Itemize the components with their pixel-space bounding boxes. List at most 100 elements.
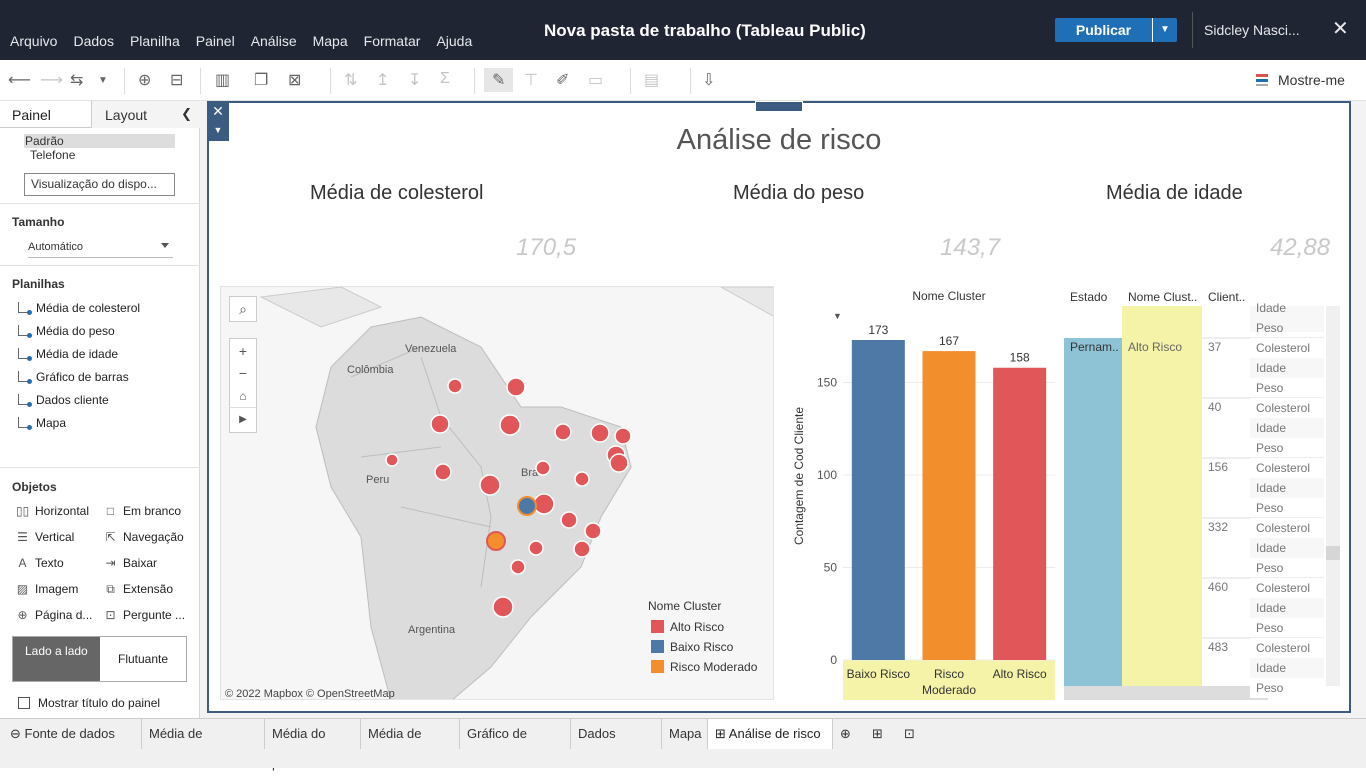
device-default[interactable]: Padrão <box>24 134 175 148</box>
map-marker[interactable] <box>554 423 572 441</box>
new-worksheet-icon[interactable]: ⊕ <box>840 726 851 741</box>
duplicate-sheet-icon[interactable]: ❐ <box>254 72 269 89</box>
new-sheet-icon[interactable]: ▥ <box>215 72 231 89</box>
object-download[interactable]: ⇥ Baixar <box>104 556 157 570</box>
tab-data-source[interactable]: ⊖ Fonte de dados <box>0 719 142 749</box>
zoom-in-icon[interactable]: + <box>229 338 257 361</box>
bar-chart[interactable]: Nome Cluster ▼ Contagem de Cod Cliente 0… <box>775 286 1055 700</box>
menu-analise[interactable]: Análise <box>250 33 297 49</box>
menu-dados[interactable]: Dados <box>73 33 114 49</box>
dashboard-controls[interactable]: ✕ ▼ <box>207 101 229 141</box>
object-navigation[interactable]: ⇱ Navegação <box>104 530 183 544</box>
map-marker[interactable] <box>447 378 463 394</box>
map-marker[interactable] <box>574 471 590 487</box>
tiled-button[interactable]: Lado a lado <box>13 637 101 681</box>
menu-formatar[interactable]: Formatar <box>363 33 421 49</box>
map-marker[interactable] <box>499 414 521 436</box>
map-marker[interactable] <box>510 559 526 575</box>
object-web-page[interactable]: ⊕ Página d... <box>16 608 92 622</box>
scroll-thumb[interactable] <box>1326 546 1340 560</box>
user-name[interactable]: Sidcley Nasci... <box>1204 22 1300 38</box>
object-horizontal[interactable]: ▯▯ Horizontal <box>16 504 89 518</box>
menu-planilha[interactable]: Planilha <box>129 33 180 49</box>
new-story-icon[interactable]: ⊡ <box>904 726 915 741</box>
tab-painel[interactable]: Painel <box>12 107 51 123</box>
sheet-item[interactable]: Média de idade <box>18 347 118 361</box>
floating-button[interactable]: Flutuante <box>118 652 169 666</box>
chevron-down-icon[interactable]: ▼ <box>1152 18 1177 42</box>
menu-ajuda[interactable]: Ajuda <box>436 33 473 49</box>
menu-arquivo[interactable]: Arquivo <box>10 33 58 49</box>
sort-icon[interactable]: ▼ <box>833 311 842 321</box>
close-icon[interactable]: ✕ <box>1332 18 1349 40</box>
menu-painel[interactable]: Painel <box>195 33 235 49</box>
client-data-table[interactable]: Estado Nome Clust.. Client.. Pernam.. Al… <box>1062 286 1340 700</box>
map-marker[interactable] <box>590 423 610 443</box>
map-marker[interactable] <box>492 596 514 618</box>
map-marker[interactable] <box>506 377 526 397</box>
zoom-out-icon[interactable]: − <box>229 361 257 384</box>
pause-updates-icon[interactable]: ⊟ <box>170 72 184 89</box>
sheet-item[interactable]: Média do peso <box>18 324 115 338</box>
play-icon[interactable]: ▶ <box>229 407 257 433</box>
object-blank[interactable]: □ Em branco <box>104 504 181 518</box>
bar[interactable] <box>922 351 976 660</box>
object-image[interactable]: ▨ Imagem <box>16 582 79 596</box>
publish-button[interactable]: Publicar ▼ <box>1055 18 1177 42</box>
new-datasource-icon[interactable]: ⊕ <box>138 72 152 89</box>
show-title-checkbox[interactable]: Mostrar título do painel <box>18 696 160 710</box>
checkbox-icon[interactable] <box>18 697 30 709</box>
map-marker[interactable] <box>434 463 452 481</box>
sheet-item[interactable]: Dados cliente <box>18 393 109 407</box>
sheet-tab[interactable]: Mapa <box>662 719 708 749</box>
map-marker[interactable] <box>430 414 450 434</box>
horizontal-scrollbar[interactable] <box>1064 686 1268 700</box>
map-marker[interactable] <box>609 453 629 473</box>
sheet-tab[interactable]: Dados cliente <box>571 719 662 771</box>
menu-mapa[interactable]: Mapa <box>312 33 348 49</box>
swap-icon[interactable]: ⇆ <box>70 72 84 89</box>
new-dashboard-icon[interactable]: ⊞ <box>872 726 883 741</box>
object-vertical[interactable]: ☰ Vertical <box>16 530 74 544</box>
map-marker[interactable] <box>560 511 578 529</box>
sheet-tab-active[interactable]: ⊞ Análise de risco <box>708 719 833 749</box>
bar[interactable] <box>851 340 905 660</box>
clear-sheet-icon[interactable]: ⊠ <box>288 72 302 89</box>
collapse-icon[interactable]: ❮ <box>181 106 192 121</box>
sheet-item[interactable]: Gráfico de barras <box>18 370 129 384</box>
undo-icon[interactable]: ⟵ <box>8 72 31 89</box>
drag-handle[interactable] <box>755 101 803 112</box>
map-marker[interactable] <box>479 474 501 496</box>
device-preview-button[interactable]: Visualização do dispo... <box>24 173 175 196</box>
show-me-button[interactable]: Mostre-me <box>1256 72 1345 88</box>
vertical-scrollbar[interactable] <box>1326 306 1340 686</box>
publish-label[interactable]: Publicar <box>1075 22 1132 38</box>
sheet-item[interactable]: Mapa <box>18 416 66 430</box>
map-marker[interactable] <box>573 540 591 558</box>
chevron-down-icon[interactable]: ▼ <box>98 75 108 86</box>
map-marker-low[interactable] <box>517 496 537 516</box>
object-extension[interactable]: ⧉ Extensão <box>104 582 173 597</box>
sheet-tab[interactable]: Média de colesterol <box>142 719 265 771</box>
search-icon[interactable]: ⌕ <box>229 296 257 322</box>
sheet-item[interactable]: Média de colesterol <box>18 301 140 315</box>
size-select[interactable]: Automático <box>28 239 173 258</box>
sheet-tab[interactable]: Gráfico de barras <box>460 719 571 771</box>
highlight-icon[interactable]: ✎ <box>484 68 514 92</box>
map-marker[interactable] <box>385 453 399 467</box>
close-icon[interactable]: ✕ <box>212 103 224 119</box>
map-marker[interactable] <box>528 540 544 556</box>
map-marker[interactable] <box>533 493 555 515</box>
format-icon[interactable]: ✐ <box>556 72 570 89</box>
map-marker[interactable] <box>584 522 602 540</box>
object-ask-data[interactable]: ⊡ Pergunte ... <box>104 608 185 622</box>
tab-layout[interactable]: Layout <box>91 101 200 128</box>
map-marker[interactable] <box>535 460 551 476</box>
device-phone[interactable]: Telefone <box>30 148 76 162</box>
sheet-tab[interactable]: Média de idade <box>361 719 460 771</box>
map-view[interactable]: Venezuela Colômbia Peru Bra Argentina <box>220 286 774 700</box>
map-marker-moderate[interactable] <box>486 531 506 551</box>
object-text[interactable]: A Texto <box>16 556 63 570</box>
chevron-down-icon[interactable]: ▼ <box>213 125 223 135</box>
bar[interactable] <box>993 367 1047 660</box>
